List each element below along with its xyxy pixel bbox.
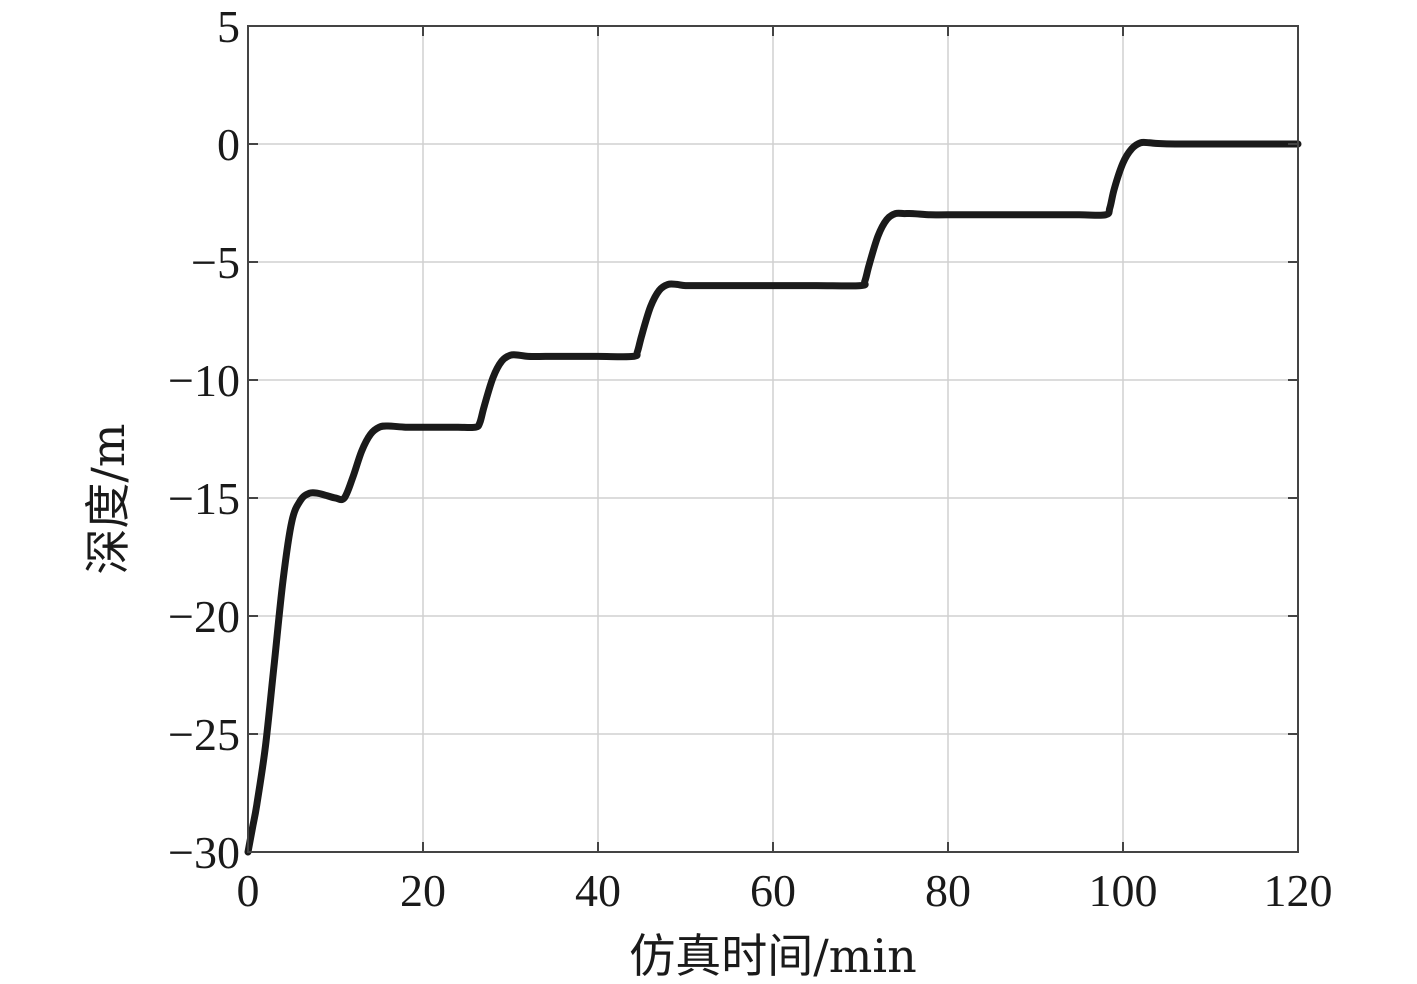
- x-tick-labels: 0 20 40 60 80 100 120: [237, 865, 1333, 916]
- y-tick-label: −30: [168, 827, 240, 878]
- tick-marks: [247, 25, 1299, 853]
- x-tick-label: 0: [237, 865, 260, 916]
- y-tick-label: −5: [191, 237, 240, 288]
- x-tick-label: 80: [925, 865, 971, 916]
- y-tick-label: −10: [168, 355, 240, 406]
- x-tick-label: 40: [575, 865, 621, 916]
- y-tick-label: 0: [217, 119, 240, 170]
- y-tick-labels: 5 0 −5 −10 −15 −20 −25 −30: [168, 1, 240, 878]
- x-tick-label: 120: [1264, 865, 1333, 916]
- x-tick-label: 20: [400, 865, 446, 916]
- grid-lines: [248, 26, 1298, 852]
- y-tick-label: −15: [168, 473, 240, 524]
- y-tick-label: −25: [168, 709, 240, 760]
- y-axis-title: 深度/m: [81, 423, 135, 574]
- y-tick-label: 5: [217, 1, 240, 52]
- series-layer: [244, 138, 1302, 856]
- depth-series-line: [244, 138, 1302, 856]
- x-axis-title: 仿真时间/min: [629, 929, 916, 983]
- x-tick-label: 60: [750, 865, 796, 916]
- y-tick-label: −20: [168, 591, 240, 642]
- x-tick-label: 100: [1089, 865, 1158, 916]
